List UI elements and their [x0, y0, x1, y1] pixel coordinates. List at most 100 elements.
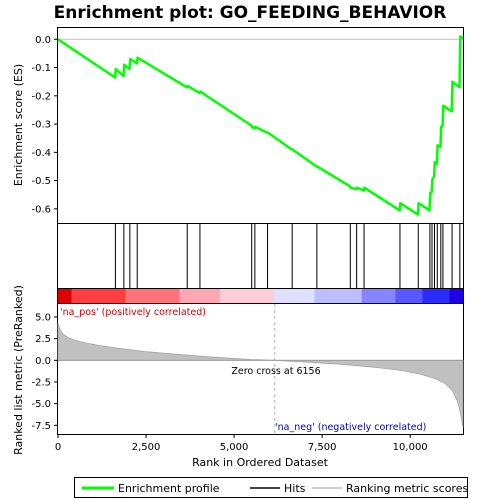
heatmap-segment [287, 289, 295, 303]
x-axis: 0 2,500 5,000 7,500 10,000 [55, 434, 428, 453]
metric-panel-frame [57, 303, 464, 435]
es-y-tick-label: -0.4 [31, 148, 51, 159]
es-panel-frame [57, 27, 464, 224]
heatmap-segment [442, 289, 451, 303]
legend: Enrichment profile Hits Ranking metric s… [74, 477, 468, 498]
heatmap-segment [260, 289, 268, 303]
heatmap-segment [436, 289, 444, 303]
heatmap-segment [415, 289, 424, 303]
heatmap-segment [409, 289, 417, 303]
legend-entry-hits: Hits [284, 482, 306, 495]
heatmap-segment [267, 289, 275, 303]
heatmap-segment [395, 289, 403, 303]
enrichment-profile-line [57, 35, 464, 216]
positive-correlation-label: 'na_pos' (positively correlated) [60, 307, 206, 318]
hits-panel-frame [57, 223, 464, 289]
heatmap-segment [368, 289, 376, 303]
zero-cross-label: Zero cross at 6156 [231, 366, 320, 377]
heatmap-segment [280, 289, 289, 303]
metric-y-tick-label: -7.5 [31, 421, 51, 432]
heatmap-segment [247, 289, 255, 303]
heatmap-segment [159, 289, 167, 303]
heatmap-segment [139, 289, 147, 303]
es-y-tick-label: -0.1 [31, 63, 51, 74]
heatmap-segment [64, 289, 73, 303]
heatmap-segment [206, 289, 214, 303]
negative-correlation-label: 'na_neg' (negatively correlated) [275, 422, 426, 433]
heatmap-segment [334, 289, 343, 303]
heatmap-segment [166, 289, 174, 303]
legend-entry-metric: Ranking metric scores [346, 482, 468, 495]
metric-series-layer [57, 304, 464, 434]
x-tick-label: 2,500 [132, 442, 161, 453]
heatmap-segment [321, 289, 329, 303]
heatmap-segment [71, 289, 79, 303]
heatmap-segment [402, 289, 410, 303]
heatmap-segment [145, 289, 154, 303]
heatmap-segment [294, 289, 302, 303]
heatmap-segment [193, 289, 201, 303]
x-tick-label: 0 [55, 442, 61, 453]
heatmap-segment [382, 289, 390, 303]
heatmap-segment [233, 289, 241, 303]
heatmap-segment [199, 289, 208, 303]
heatmap-segment [78, 289, 86, 303]
heatmap-segment [274, 289, 282, 303]
heatmap-segment [186, 289, 194, 303]
heatmap-segment [314, 289, 322, 303]
es-y-tick-label: -0.3 [31, 120, 51, 131]
heatmap-segment [348, 289, 356, 303]
es-y-tick-label: -0.6 [31, 204, 51, 215]
heatmap-segment [179, 289, 187, 303]
es-y-axis: 0.0 -0.1 -0.2 -0.3 -0.4 -0.5 -0.6 [31, 35, 58, 215]
heatmap-segment [422, 289, 430, 303]
heatmap-segment [328, 289, 336, 303]
es-y-tick-label: 0.0 [35, 35, 51, 46]
heatmap-segment [341, 289, 349, 303]
x-axis-label: Rank in Ordered Dataset [192, 456, 329, 469]
heatmap-segment [220, 289, 228, 303]
x-tick-label: 5,000 [220, 442, 249, 453]
heatmap-segment [301, 289, 309, 303]
es-y-tick-label: -0.5 [31, 176, 51, 187]
metric-y-axis: 5.0 2.5 0.0 -2.5 -5.0 -7.5 [31, 313, 58, 432]
heatmap-segment [85, 289, 93, 303]
heatmap-segment [152, 289, 160, 303]
heatmap-segment [429, 289, 437, 303]
heatmap-segment [307, 289, 316, 303]
heatmap-segment [58, 289, 66, 303]
heatmap-segment [375, 289, 383, 303]
heatmap-segment [118, 289, 127, 303]
metric-y-tick-label: 5.0 [35, 313, 51, 324]
heatmap-segment [125, 289, 133, 303]
heatmap-segment [388, 289, 397, 303]
rank-heatmap-bar [58, 289, 464, 303]
legend-entry-profile: Enrichment profile [118, 482, 220, 495]
heatmap-segment [98, 289, 106, 303]
heatmap-segment [361, 289, 370, 303]
metric-y-tick-label: -2.5 [31, 378, 51, 389]
heatmap-segment [226, 289, 235, 303]
hits-layer [114, 224, 461, 288]
heatmap-segment [253, 289, 262, 303]
heatmap-segment [172, 289, 181, 303]
metric-y-tick-label: 2.5 [35, 334, 51, 345]
es-y-axis-label: Enrichment score (ES) [12, 64, 25, 186]
metric-y-tick-label: -5.0 [31, 399, 51, 410]
heatmap-segment [112, 289, 120, 303]
x-tick-label: 7,500 [308, 442, 337, 453]
es-series-layer [57, 35, 464, 216]
heatmap-segment [456, 289, 464, 303]
heatmap-segment [240, 289, 248, 303]
x-tick-label: 10,000 [393, 442, 428, 453]
es-y-tick-label: -0.2 [31, 91, 51, 102]
metric-y-axis-label: Ranked list metric (PreRanked) [12, 285, 25, 455]
heatmap-segment [355, 289, 363, 303]
chart-title: Enrichment plot: GO_FEEDING_BEHAVIOR [54, 3, 447, 23]
heatmap-segment [91, 289, 100, 303]
heatmap-segment [213, 289, 221, 303]
metric-y-tick-label: 0.0 [35, 356, 51, 367]
heatmap-segment [132, 289, 140, 303]
heatmap-segment [449, 289, 457, 303]
